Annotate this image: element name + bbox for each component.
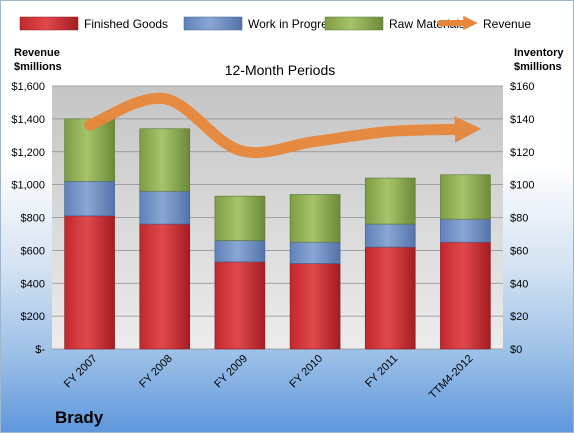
bar-work-in-progress [64, 181, 115, 217]
bar-work-in-progress [289, 241, 341, 264]
legend-label-finished-goods: Finished Goods [84, 17, 168, 31]
right-tick-label: $120 [510, 147, 534, 159]
bar-finished-goods [214, 261, 266, 350]
x-tick-label: FY 2008 [137, 353, 175, 391]
bar-raw-materials [139, 128, 191, 192]
right-axis-title-line2: $millions [514, 61, 562, 73]
x-tick-label: FY 2007 [62, 353, 100, 391]
left-tick-label: $1,000 [11, 180, 45, 192]
right-tick-label: $160 [510, 81, 534, 93]
right-tick-label: $60 [510, 245, 528, 257]
revenue-line [84, 92, 482, 159]
right-axis-ticks: $0 $20 $40 $60 $80 $100 $120 $140 $160 [510, 81, 534, 356]
left-tick-label: $800 [21, 213, 45, 225]
right-tick-label: $100 [510, 180, 534, 192]
legend: Finished Goods Work in Progress Raw Mate… [19, 15, 531, 31]
right-tick-label: $20 [510, 311, 528, 323]
bar-work-in-progress [440, 218, 491, 243]
legend-label-revenue: Revenue [483, 17, 531, 31]
bar-finished-goods [64, 215, 115, 350]
right-tick-label: $40 [510, 278, 528, 290]
left-tick-label: $600 [21, 245, 45, 257]
bar-work-in-progress [364, 223, 416, 248]
left-axis-title-line2: $millions [14, 61, 62, 73]
bar-stacks [64, 118, 491, 350]
bar-raw-materials [214, 195, 266, 241]
chart-title: 12-Month Periods [225, 62, 336, 78]
x-tick-label: FY 2011 [363, 353, 400, 390]
bar-work-in-progress [214, 240, 266, 263]
x-tick-label: FY 2009 [212, 353, 250, 391]
left-tick-label: $- [35, 344, 45, 356]
company-name: Brady [55, 408, 104, 427]
bar-raw-materials [364, 177, 416, 225]
left-tick-label: $400 [21, 278, 45, 290]
x-tick-label: TTM4-2012 [427, 353, 476, 402]
left-tick-label: $1,600 [11, 81, 45, 93]
x-tick-label: FY 2010 [287, 353, 325, 391]
bar-finished-goods [364, 246, 416, 350]
legend-swatch-raw-materials [324, 16, 384, 31]
x-axis-ticks: FY 2007 FY 2008 FY 2009 FY 2010 FY 2011 TTM4-… [62, 353, 476, 402]
legend-swatch-finished-goods [19, 16, 79, 31]
left-axis-title-line1: Revenue [14, 47, 60, 59]
legend-swatch-work-in-progress [183, 16, 243, 31]
right-tick-label: $0 [510, 344, 522, 356]
right-tick-label: $140 [510, 114, 534, 126]
right-tick-label: $80 [510, 213, 528, 225]
bar-finished-goods [289, 263, 341, 350]
right-axis-title-line1: Inventory [514, 47, 564, 59]
bar-finished-goods [139, 223, 191, 350]
bar-raw-materials [440, 174, 491, 220]
bar-raw-materials [289, 194, 341, 243]
revenue-series [84, 92, 482, 159]
bar-work-in-progress [139, 190, 191, 225]
left-tick-label: $1,400 [11, 114, 45, 126]
left-tick-label: $200 [21, 311, 45, 323]
left-axis-ticks: $- $200 $400 $600 $800 $1,000 $1,200 $1,400 $1,6… [11, 81, 45, 356]
left-tick-label: $1,200 [11, 147, 45, 159]
legend-label-work-in-progress: Work in Progress [248, 17, 340, 31]
bar-finished-goods [440, 241, 491, 350]
